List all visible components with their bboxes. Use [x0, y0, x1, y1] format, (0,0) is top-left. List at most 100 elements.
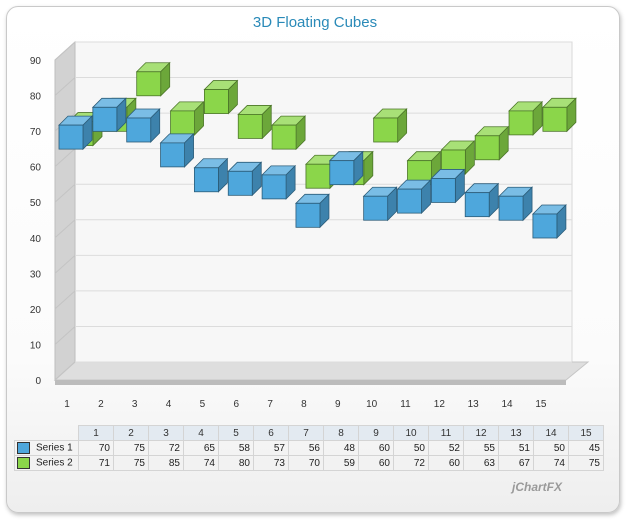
- table-cell: 52: [428, 440, 464, 456]
- table-cell: 72: [393, 455, 429, 471]
- table-cell: 51: [498, 440, 534, 456]
- gridline-side: [54, 77, 76, 96]
- table-row: Series 1 70 75 72 65 58 57 56 48 60 50 52 55 51 50 45: [14, 440, 604, 456]
- y-tick-label: 80: [30, 92, 42, 103]
- table-cell: 57: [253, 440, 289, 456]
- table-header-cell: 12: [463, 425, 499, 441]
- x-tick-label: 12: [434, 399, 446, 410]
- x-tick-label: 13: [468, 399, 480, 410]
- x-tick-label: 15: [535, 399, 547, 410]
- cube-series-2: [271, 115, 307, 151]
- table-cell: 71: [78, 455, 114, 471]
- x-tick-label: 5: [200, 399, 206, 410]
- x-tick-label: 10: [366, 399, 378, 410]
- cube-series-2: [203, 79, 239, 115]
- floor-edge: [55, 380, 566, 385]
- gridline-side: [54, 290, 76, 310]
- cube-series-2: [135, 61, 171, 97]
- cube-series-1: [91, 97, 127, 133]
- cube-series-1: [531, 204, 567, 239]
- y-tick-label: 30: [30, 269, 42, 280]
- table-header-cell: 8: [323, 425, 359, 441]
- table-cell: 48: [323, 440, 359, 456]
- x-tick-label: 11: [400, 399, 411, 410]
- cube-series-1: [294, 193, 330, 229]
- cube-series-1: [430, 168, 466, 204]
- table-cell: 50: [393, 440, 429, 456]
- table-cell: 67: [498, 455, 534, 471]
- x-tick-label: 4: [166, 399, 172, 410]
- x-tick-label: 9: [335, 399, 341, 410]
- table-cell: 70: [78, 440, 114, 456]
- legend-swatch: [17, 457, 30, 469]
- y-tick-label: 60: [30, 163, 42, 174]
- gridline-side: [54, 183, 76, 203]
- y-tick-label: 0: [35, 376, 41, 387]
- table-cell: 72: [148, 440, 184, 456]
- table-header-cell: 2: [113, 425, 149, 441]
- table-cell: 75: [568, 455, 604, 471]
- table-cell: 75: [113, 440, 149, 456]
- x-tick-label: 3: [132, 399, 138, 410]
- x-tick-label: 2: [98, 399, 104, 410]
- gridline-side: [54, 254, 76, 274]
- table-cell: 60: [428, 455, 464, 471]
- x-tick-label: 6: [233, 399, 239, 410]
- table-header-cell: 11: [428, 425, 464, 441]
- y-tick-label: 70: [30, 127, 42, 138]
- table-cell: 56: [288, 440, 324, 456]
- table-header-cell: 1: [78, 425, 114, 441]
- table-header-cell: 13: [498, 425, 534, 441]
- cube-series-2: [541, 97, 577, 133]
- table-header-cell: 3: [148, 425, 184, 441]
- table-header-cell: 6: [253, 425, 289, 441]
- table-header-cell: 4: [183, 425, 219, 441]
- cube-series-1: [159, 132, 195, 168]
- cube-series-1: [328, 150, 364, 186]
- table-header-cell: 5: [218, 425, 254, 441]
- x-tick-label: 7: [267, 399, 273, 410]
- table-header-cell: 7: [288, 425, 324, 441]
- table-header-cell: 15: [568, 425, 604, 441]
- cube-series-2: [237, 104, 273, 140]
- table-cell: 80: [218, 455, 254, 471]
- y-tick-label: 40: [30, 234, 42, 245]
- table-cell: 75: [113, 455, 149, 471]
- gridline-side: [54, 148, 76, 168]
- cube-series-1: [193, 157, 229, 193]
- table-cell: 74: [533, 455, 569, 471]
- y-tick-label: 90: [30, 56, 42, 67]
- table-cell: 58: [218, 440, 254, 456]
- table-cell: 85: [148, 455, 184, 471]
- legend-entry: Series 2: [14, 455, 79, 471]
- x-tick-label: 8: [301, 399, 307, 410]
- gridline-side: [54, 219, 76, 239]
- cube-series-2: [508, 100, 544, 136]
- table-cell: 74: [183, 455, 219, 471]
- gridline-side: [54, 361, 76, 381]
- floor: [53, 361, 590, 381]
- cube-series-2: [474, 125, 510, 161]
- legend-swatch: [17, 442, 30, 454]
- legend-entry: Series 1: [14, 440, 79, 456]
- table-cell: 60: [358, 440, 394, 456]
- table-header-cell: 10: [393, 425, 429, 441]
- cube-series-1: [125, 108, 161, 143]
- cube-series-2: [169, 100, 205, 136]
- legend-label: Series 2: [36, 457, 73, 469]
- table-header-row: 1 2 3 4 5 6 7 8 9 10 11 12 13 14 15: [15, 425, 604, 441]
- cube-series-1: [396, 179, 432, 215]
- data-table: 1 2 3 4 5 6 7 8 9 10 11 12 13 14 15 Series 1 70 75 72 65 58 5…: [14, 425, 604, 471]
- table-cell: 60: [358, 455, 394, 471]
- y-tick-label: 10: [30, 340, 42, 351]
- table-cell: 45: [568, 440, 604, 456]
- gridline-side: [54, 41, 76, 61]
- table-cell: 63: [463, 455, 499, 471]
- table-cell: 65: [183, 440, 219, 456]
- table-cell: 55: [463, 440, 499, 456]
- table-cell: 59: [323, 455, 359, 471]
- cube-series-1: [362, 186, 398, 222]
- chart-title: 3D Floating Cubes: [252, 14, 378, 31]
- table-cell: 50: [533, 440, 569, 456]
- y-tick-label: 50: [30, 198, 42, 209]
